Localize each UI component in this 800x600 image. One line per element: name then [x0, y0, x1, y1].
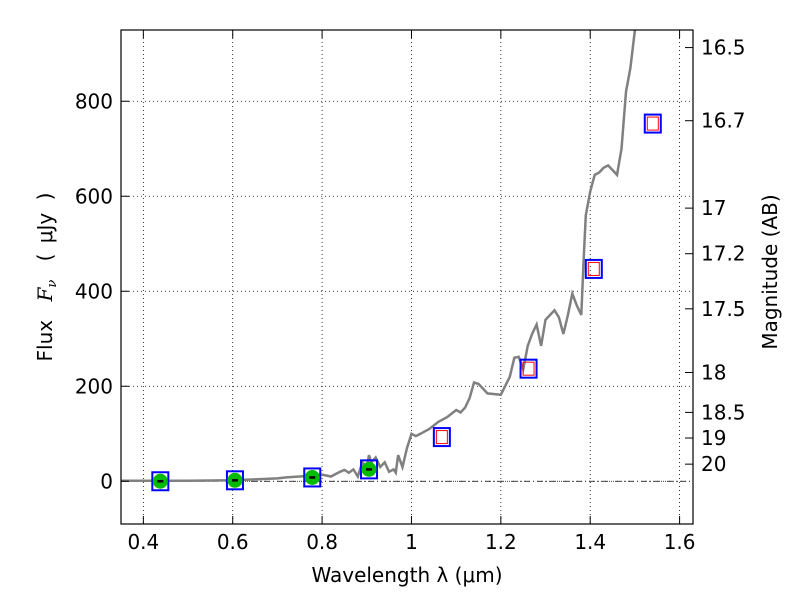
y-tick-label: 0 [100, 469, 113, 493]
photometry-square-marker [432, 427, 451, 448]
photometry-square-marker [303, 467, 322, 488]
photometry-square-marker [519, 358, 538, 379]
photometry-square-marker [643, 113, 662, 134]
y-tick-label: 600 [75, 184, 113, 208]
magnitude-tick-label: 20 [701, 452, 726, 476]
magnitude-tick-label: 18 [701, 360, 726, 384]
photometry-square-marker [360, 459, 379, 480]
magnitude-tick-label: 18.5 [701, 400, 746, 424]
y-axis-title-part: ( [33, 254, 57, 262]
spectrum-line [121, 30, 637, 483]
upper-limit-marker [435, 430, 448, 445]
y-axis-title-part: Flux [33, 320, 57, 362]
y-tick-label: 400 [75, 279, 113, 303]
x-axis-title: Wavelength λ (μm) [311, 563, 502, 587]
magnitude-tick-label: 16.7 [701, 109, 746, 133]
y-axis-title-part: ν [45, 280, 60, 288]
plot-frame [120, 29, 694, 525]
photometry-square-marker [584, 258, 603, 279]
x-tick-label: 0.6 [217, 530, 249, 554]
x-tick-label: 0.4 [127, 530, 159, 554]
x-tick-label: 1 [405, 530, 418, 554]
y-axis-title-part: μJy [33, 213, 57, 244]
magnitude-tick-label: 17.5 [701, 297, 746, 321]
x-axis: 0.4 0.6 0.8 1 1.2 1.4 1.6 [127, 30, 696, 554]
right-axis-title: Magnitude (AB) [758, 194, 782, 349]
y-tick-label: 200 [75, 374, 113, 398]
y-axis-title: Flux Fν ( μJy ) [33, 193, 61, 362]
x-tick-label: 1.2 [485, 530, 517, 554]
y-axis-title-part: ) [33, 193, 57, 201]
upper-limit-marker [646, 116, 659, 131]
magnitude-tick-label: 19 [701, 426, 726, 450]
magnitude-tick-label: 16.5 [701, 36, 746, 60]
y-axis: 0 200 400 600 800 [75, 89, 129, 493]
upper-limit-marker [587, 261, 600, 276]
x-tick-label: 1.6 [664, 530, 696, 554]
magnitude-tick-label: 17.2 [701, 242, 746, 266]
photometry-square-marker [225, 470, 244, 491]
x-tick-label: 0.8 [306, 530, 338, 554]
plot-area [121, 30, 662, 492]
upper-limit-marker [522, 361, 535, 376]
magnitude-tick-label: 17 [701, 196, 726, 220]
photometry-square-marker [151, 471, 170, 492]
x-tick-label: 1.4 [574, 530, 606, 554]
y-tick-label: 800 [75, 89, 113, 113]
y-axis-title-part: F [33, 287, 57, 303]
